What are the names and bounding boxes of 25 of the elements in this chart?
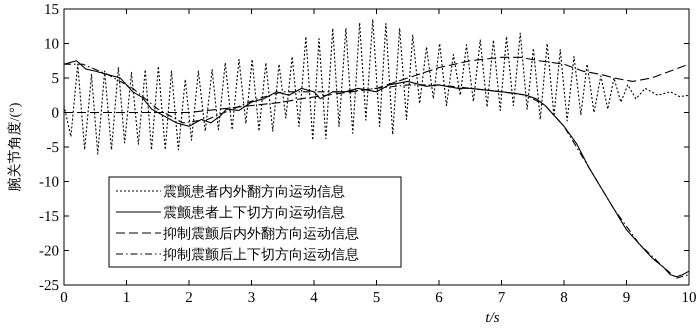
y-tick-label: -25 bbox=[39, 278, 59, 294]
x-tick-label: 7 bbox=[498, 290, 506, 306]
y-tick-label: -20 bbox=[39, 244, 59, 260]
y-tick-label: 15 bbox=[44, 2, 59, 18]
y-tick-label: -15 bbox=[39, 209, 59, 225]
x-tick-label: 9 bbox=[622, 290, 630, 306]
y-tick-label: 5 bbox=[52, 71, 59, 87]
x-tick-label: 3 bbox=[248, 290, 256, 306]
legend-label: 抑制震颤后内外翻方向运动信息 bbox=[163, 226, 359, 242]
x-tick-label: 2 bbox=[185, 290, 193, 306]
x-tick-label: 4 bbox=[310, 290, 318, 306]
legend-label: 抑制震颤后上下切方向运动信息 bbox=[163, 247, 359, 263]
x-tick-label: 1 bbox=[122, 290, 130, 306]
x-axis-title: t/s bbox=[485, 310, 500, 326]
legend-label: 震颤患者上下切方向运动信息 bbox=[163, 205, 345, 221]
y-tick-label: 10 bbox=[44, 36, 59, 52]
x-tick-label: 6 bbox=[435, 290, 444, 306]
legend-label: 震颤患者内外翻方向运动信息 bbox=[163, 184, 345, 200]
x-tick-label: 8 bbox=[560, 290, 568, 306]
y-tick-label: 0 bbox=[52, 106, 59, 122]
x-tick-label: 5 bbox=[372, 290, 380, 306]
y-axis-title: 腕关节角度/(°) bbox=[7, 102, 23, 192]
x-tick-label: 10 bbox=[682, 290, 696, 306]
y-tick-label: -5 bbox=[46, 140, 59, 156]
y-tick-label: -10 bbox=[39, 174, 59, 190]
